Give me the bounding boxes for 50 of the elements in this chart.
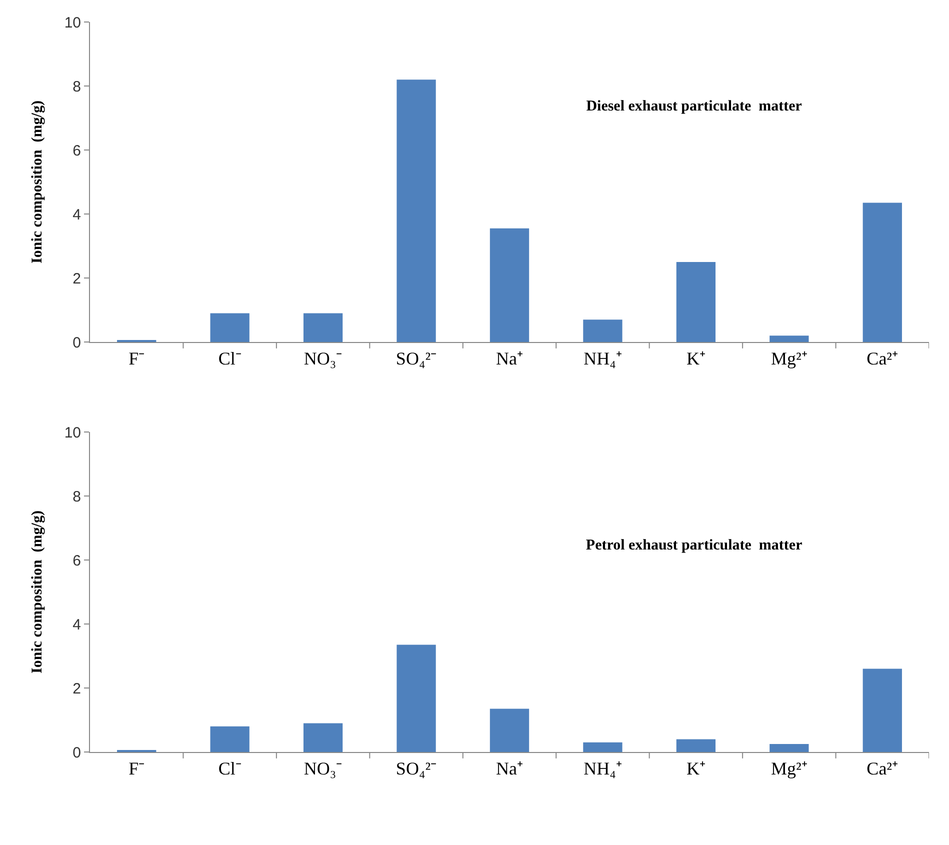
y-axis-title: Ionic composition (mg/g): [30, 100, 46, 264]
bar: [396, 644, 436, 752]
bar: [490, 708, 530, 752]
x-tick-label: SO₄²⁻: [396, 348, 437, 369]
x-tick-label: Mg²⁺: [770, 758, 808, 779]
y-tick-label: 6: [72, 142, 81, 160]
x-tick-label: Cl⁻: [218, 348, 242, 369]
bar: [770, 744, 809, 752]
bar: [303, 313, 343, 342]
x-tick-label: Na⁺: [496, 348, 523, 369]
text: Petrol exhaust particulate matter: [586, 537, 803, 554]
y-tick-label: 0: [72, 334, 81, 352]
x-tick-label: SO₄²⁻: [396, 758, 437, 779]
y-tick-label: 10: [64, 424, 81, 442]
x-tick-label: Na⁺: [496, 758, 523, 779]
y-tick-label: 2: [72, 680, 81, 698]
bar: [396, 80, 436, 342]
x-tick-label: NO₃⁻: [304, 348, 342, 369]
y-axis-title: Ionic composition (mg/g): [30, 510, 46, 674]
x-tick-label: Mg²⁺: [770, 348, 808, 369]
bar: [676, 739, 716, 752]
text: Diesel exhaust particulate matter: [586, 98, 802, 114]
y-tick-label: 8: [72, 488, 81, 506]
x-tick-label: F⁻: [128, 758, 145, 779]
x-tick-label: Ca²⁺: [866, 758, 898, 779]
x-tick-label: NH₄⁺: [584, 348, 622, 369]
y-tick-label: 0: [72, 744, 81, 762]
bar: [676, 262, 716, 342]
bar: [862, 202, 902, 342]
x-tick-label: Cl⁻: [218, 758, 242, 779]
x-tick-label: K⁺: [686, 758, 706, 779]
x-tick-label: NO₃⁻: [304, 758, 342, 779]
y-tick-label: 8: [72, 78, 81, 96]
bar: [490, 228, 530, 342]
x-tick-label: NH₄⁺: [584, 758, 622, 779]
x-tick-label: K⁺: [686, 348, 706, 369]
bar: [583, 742, 622, 752]
bar: [210, 313, 250, 342]
x-tick-label: Ca²⁺: [866, 348, 898, 369]
y-tick-label: 4: [72, 206, 81, 224]
y-tick-label: 10: [64, 14, 81, 32]
bar: [770, 336, 809, 342]
bar: [862, 668, 902, 752]
bar: [210, 726, 250, 752]
y-tick-label: 6: [72, 552, 81, 570]
x-tick-label: F⁻: [128, 348, 145, 369]
bar: [583, 320, 622, 342]
y-tick-label: 2: [72, 270, 81, 288]
bar: [303, 723, 343, 752]
y-tick-label: 4: [72, 616, 81, 634]
